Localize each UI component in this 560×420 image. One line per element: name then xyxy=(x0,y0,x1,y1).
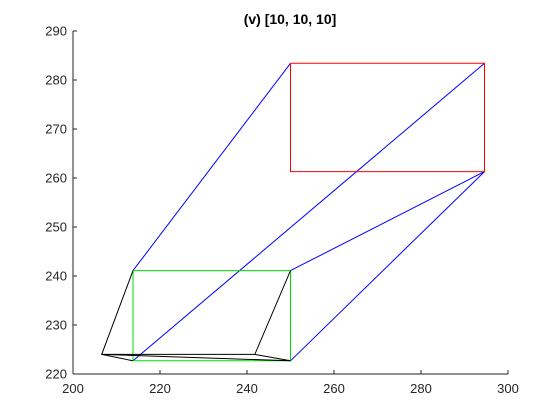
x-tick-label-3: 260 xyxy=(323,381,345,396)
y-tick-label-6: 280 xyxy=(45,73,67,88)
y-tick-label-0: 220 xyxy=(45,367,67,382)
x-tick-label-1: 220 xyxy=(149,381,171,396)
series-0-segment-3 xyxy=(290,171,485,362)
series-0-segment-1 xyxy=(132,62,485,362)
series-layer xyxy=(100,62,485,362)
x-tick-label-4: 280 xyxy=(410,381,432,396)
y-tick-label-3: 250 xyxy=(45,220,67,235)
series-0-segment-0 xyxy=(132,62,291,271)
y-tick-label-2: 240 xyxy=(45,269,67,284)
chart-title: (v) [10, 10, 10] xyxy=(244,11,337,27)
y-tick-label-5: 270 xyxy=(45,122,67,137)
series-3-segment-1 xyxy=(101,353,134,362)
x-tick-label-2: 240 xyxy=(236,381,258,396)
y-tick-label-4: 260 xyxy=(45,171,67,186)
y-tick-label-7: 290 xyxy=(45,24,67,39)
x-tick-label-5: 300 xyxy=(497,381,519,396)
series-3-segment-3 xyxy=(254,353,291,362)
ticks-layer: 200 220 240 260 280 3002202302402502602702802… xyxy=(45,24,519,397)
axes-layer xyxy=(72,31,508,375)
series-0-segment-2 xyxy=(290,171,485,272)
series-3-segment-0 xyxy=(100,270,291,355)
series-1-segment-0 xyxy=(290,62,485,173)
series-3-segment-2 xyxy=(101,353,291,362)
y-tick-label-1: 230 xyxy=(45,318,67,333)
x-tick-label-0: 200 xyxy=(62,381,84,396)
